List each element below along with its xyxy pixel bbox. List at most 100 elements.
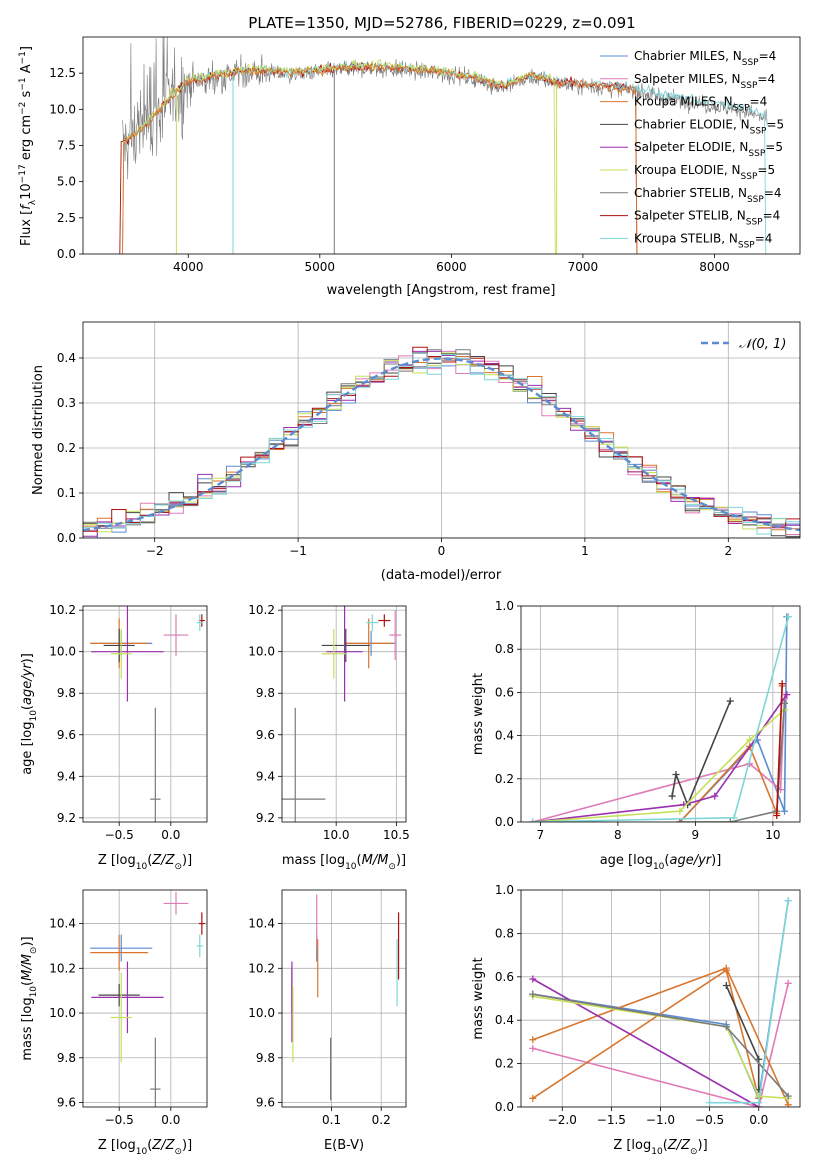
series-line-chabrier-stelib xyxy=(679,703,786,822)
axes-frame xyxy=(82,889,208,1108)
x-axis-label: wavelength [Angstrom, rest frame] xyxy=(327,283,556,298)
y-axis-label: age [log10(age/yr)] xyxy=(20,653,39,775)
y-tick-label: 0.0 xyxy=(495,815,514,829)
point-marker-kroupa-stelib xyxy=(784,897,792,905)
plot-area xyxy=(521,890,800,1107)
y-tick-label: 10.4 xyxy=(49,917,76,931)
y-tick-label: 9.6 xyxy=(57,1096,76,1110)
point-marker-kroupa-elodie xyxy=(746,736,754,744)
x-tick-label: 4000 xyxy=(173,260,204,274)
x-tick-label: −0.5 xyxy=(695,1113,724,1127)
y-tick-label: 0.6 xyxy=(495,970,514,984)
y-tick-label: 12.5 xyxy=(49,66,76,80)
plot-area xyxy=(282,890,406,1107)
series-line-salpeter-miles xyxy=(532,698,786,822)
plot-area xyxy=(83,606,207,822)
y-tick-label: 10.0 xyxy=(248,645,275,659)
x-tick-label: 9 xyxy=(692,828,700,842)
y-tick-label: 0.4 xyxy=(495,1013,514,1027)
plot-area xyxy=(119,37,768,254)
axes-frame xyxy=(82,321,801,539)
model-line-kroupa-miles xyxy=(122,62,639,254)
x-tick-label: 0.1 xyxy=(322,1113,341,1127)
panel-mass-vs-ebv: 0.1 0.2 9.6 9.8 10.0 10.2 10.4 E(B-V) xyxy=(248,889,407,1153)
point-marker-kroupa-stelib xyxy=(706,1099,714,1107)
x-tick-label: −2.0 xyxy=(548,1113,577,1127)
point-marker-chabrier-miles xyxy=(781,807,788,815)
observed-spectrum-line xyxy=(122,37,768,180)
point-marker-salpeter-elodie xyxy=(529,975,537,983)
legend-label-chabrier-miles: Chabrier MILES, NSSP=4 xyxy=(634,49,776,68)
y-tick-label: 10.4 xyxy=(248,917,275,931)
legend-label-salpeter-miles: Salpeter MILES, NSSP=4 xyxy=(634,72,775,91)
x-tick-label: 0.0 xyxy=(161,1113,180,1127)
point-marker-chabrier-stelib xyxy=(529,990,537,998)
y-tick-label: 9.6 xyxy=(256,728,275,742)
x-tick-label: 0.0 xyxy=(161,828,180,842)
series-line-kroupa-stelib xyxy=(709,900,789,1104)
y-tick-label: 9.2 xyxy=(256,811,275,825)
histogram-kroupa-stelib xyxy=(83,352,800,535)
x-tick-label: 0.2 xyxy=(372,1113,391,1127)
series-line-salpeter-miles xyxy=(532,983,789,1107)
x-tick-label: 2 xyxy=(724,544,732,558)
y-tick-label: 10.2 xyxy=(49,961,76,975)
x-tick-label: 8 xyxy=(614,828,622,842)
plot-area xyxy=(282,606,406,822)
series-line-salpeter-stelib xyxy=(776,683,783,816)
x-tick-label: 0.0 xyxy=(749,1113,768,1127)
x-tick-label: −2 xyxy=(146,544,164,558)
y-tick-label: 10.2 xyxy=(248,603,275,617)
legend-label-kroupa-stelib: Kroupa STELIB, NSSP=4 xyxy=(634,231,772,250)
legend-label-kroupa-elodie: Kroupa ELODIE, NSSP=5 xyxy=(634,163,775,182)
point-marker-chabrier-stelib xyxy=(676,818,684,822)
axes-frame xyxy=(82,36,801,255)
panel-age-vs-mass: 10.0 10.5 9.2 9.4 9.6 9.8 10.0 10.2 mass [log10(… xyxy=(248,603,409,872)
y-tick-label: 10.2 xyxy=(248,961,275,975)
legend-label-chabrier-elodie: Chabrier ELODIE, NSSP=5 xyxy=(634,117,784,136)
point-marker-chabrier-elodie xyxy=(726,697,734,705)
legend-label-kroupa-miles: Kroupa MILES, NSSP=4 xyxy=(634,95,767,114)
point-marker-salpeter-miles xyxy=(529,1044,537,1052)
y-tick-label: 0.0 xyxy=(57,531,76,545)
panel-spectrum: 4000 5000 6000 7000 8000 0.0 2.5 5.0 7.5 10.0 12.5… xyxy=(18,36,801,298)
axes-frame xyxy=(281,889,407,1108)
x-tick-label: 5000 xyxy=(305,260,336,274)
point-marker-kroupa-miles xyxy=(529,1094,537,1102)
y-tick-label: 9.4 xyxy=(256,769,275,783)
series-line-kroupa-stelib xyxy=(532,616,790,822)
x-axis-label: age [log10(age/yr)] xyxy=(600,853,722,872)
y-tick-label: 0.1 xyxy=(57,486,76,500)
y-tick-label: 10.0 xyxy=(49,1006,76,1020)
panel-mass-vs-Z: −0.5 0.0 9.6 9.8 10.0 10.2 10.4 Z [log10(Z/Z⊙)]… xyxy=(20,889,208,1157)
y-tick-label: 0.2 xyxy=(495,1057,514,1071)
x-tick-label: −1.5 xyxy=(597,1113,626,1127)
point-marker-chabrier-stelib xyxy=(726,818,734,822)
axes-frame xyxy=(82,605,208,823)
point-marker-chabrier-stelib xyxy=(784,1092,792,1100)
y-axis-label: Normed distribution xyxy=(31,365,46,495)
series-line-kroupa-elodie xyxy=(532,709,786,822)
x-axis-label: mass [log10(M/M⊙)] xyxy=(282,853,406,872)
point-marker-kroupa-miles xyxy=(784,1101,792,1107)
point-marker-kroupa-stelib xyxy=(529,818,537,822)
x-tick-label: 10.0 xyxy=(323,828,350,842)
y-tick-label: 10.2 xyxy=(49,603,76,617)
point-marker-chabrier-elodie xyxy=(722,981,730,989)
x-tick-label: 1 xyxy=(581,544,589,558)
point-marker-salpeter-stelib xyxy=(778,680,786,688)
point-marker-kroupa-stelib xyxy=(755,1099,763,1107)
point-marker-kroupa-miles xyxy=(722,966,730,974)
series-line-kroupa-elodie xyxy=(532,995,789,1100)
y-tick-label: 0.0 xyxy=(57,247,76,261)
y-tick-label: 10.0 xyxy=(248,1006,275,1020)
x-tick-label: −1.0 xyxy=(646,1113,675,1127)
y-tick-label: 0.4 xyxy=(57,351,76,365)
panel-residuals: −2 −1 0 1 2 0.0 0.1 0.2 0.3 0.4 𝒩(0, 1) (data-model… xyxy=(31,321,801,583)
plot-area xyxy=(83,890,207,1107)
panel-massweight-vs-age: 7 8 9 10 0.0 0.2 0.4 0.6 0.8 1.0 age [log10(age/yr… xyxy=(471,599,801,872)
y-tick-label: 1.0 xyxy=(495,599,514,613)
y-axis-label: Flux [fλ10−17 erg cm−2 s−1 A−1] xyxy=(18,46,38,246)
y-tick-label: 0.6 xyxy=(495,685,514,699)
